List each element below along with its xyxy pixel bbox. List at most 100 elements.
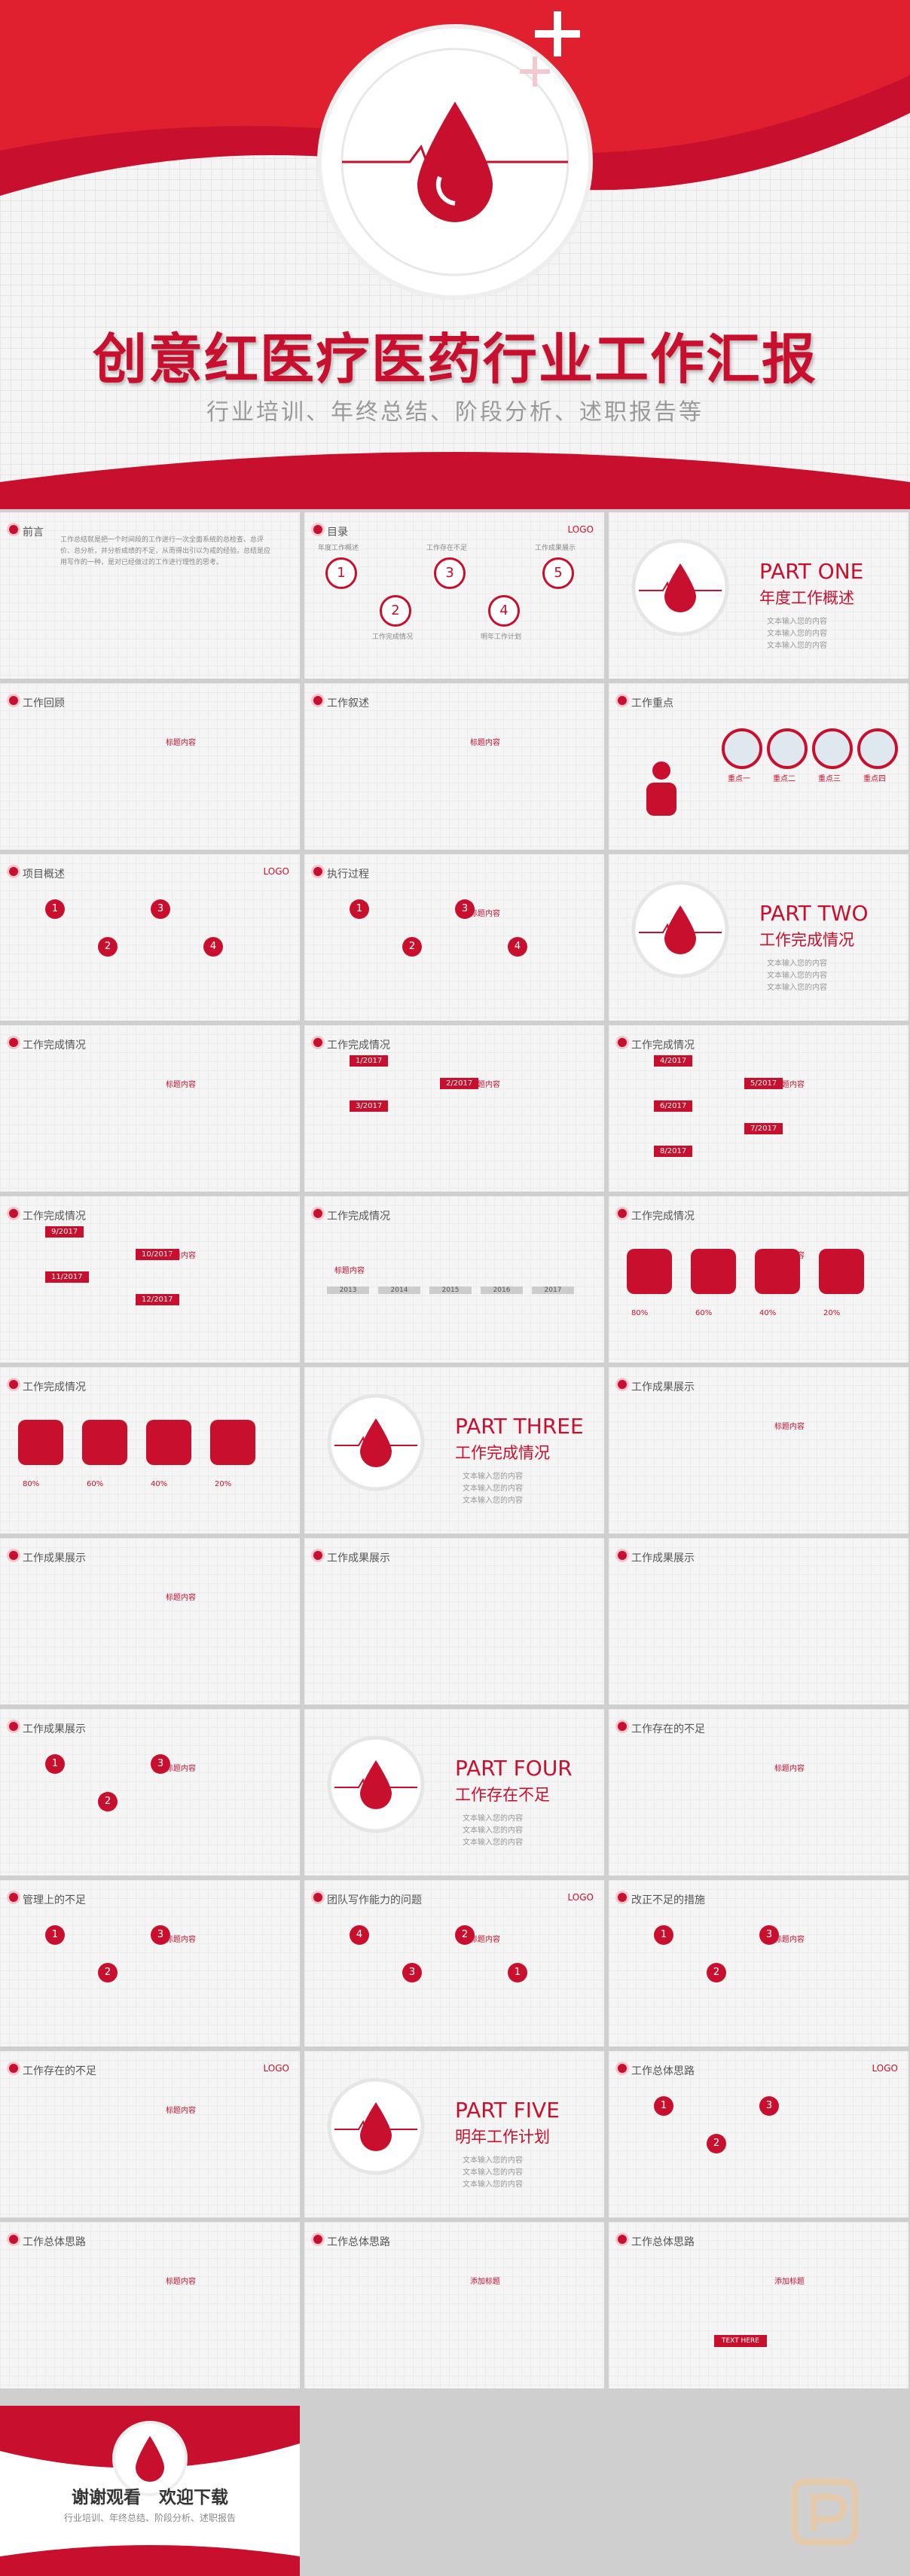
content-label: 标题内容 <box>166 1081 196 1089</box>
outro-subtitle: 行业培训、年终总结、阶段分析、述职报告 <box>63 2513 236 2523</box>
slide-title: 管理上的不足 <box>23 1894 86 1906</box>
cover-slide[interactable]: 创意红医疗医药行业工作汇报 行业培训、年终总结、阶段分析、述职报告等 <box>0 0 910 509</box>
slide-thumbnail[interactable]: 工作成果展示 <box>609 1538 908 1705</box>
slide-thumbnail[interactable]: 工作存在的不足 标题内容 <box>609 1709 908 1876</box>
slide-title: 工作回顾 <box>23 697 65 710</box>
step-number: 1 <box>45 1754 65 1774</box>
toc-item[interactable]: 明年工作计划 <box>481 633 522 641</box>
slide-thumbnail[interactable]: PART FOUR 工作存在不足 文本输入您的内容 文本输入您的内容 文本输入您的内容 <box>304 1709 604 1876</box>
slide-thumbnail[interactable]: 前言 工作总结就是把一个时间段的工作进行一次全面系统的总检查、总评价、总分析，并分… <box>0 512 300 679</box>
slide-thumbnail[interactable]: 工作完成情况 80% 60% 40% 20% <box>0 1367 300 1534</box>
step-number: 3 <box>402 1963 422 1982</box>
slide-title: 工作重点 <box>631 697 673 710</box>
bullet-text: 文本输入您的内容 <box>463 2181 523 2189</box>
slide-thumbnail[interactable]: 执行过程 1 2 3 4 标题内容 <box>304 854 604 1021</box>
title-dot-icon <box>313 1209 322 1218</box>
slide-thumbnail[interactable]: 工作完成情况 4/2017 5/2017 6/2017 7/2017 8/2017 标题内容 <box>609 1025 908 1192</box>
focus-label: 重点四 <box>863 775 886 783</box>
toc-item[interactable]: 年度工作概述 <box>318 545 359 552</box>
content-label: 标题内容 <box>166 739 196 747</box>
slide-thumbnail[interactable]: 改正不足的措施 1 2 3 标题内容 <box>609 1880 908 2046</box>
slide-thumbnail[interactable]: 工作完成情况 80% 60% 40% 20% 标题内容 <box>609 1196 908 1363</box>
slide-thumbnail[interactable]: 工作总体思路 标题内容 <box>0 2222 300 2388</box>
map-shape <box>755 1249 800 1294</box>
content-label: 标题内容 <box>470 1936 500 1944</box>
slide-thumbnail[interactable]: 工作回顾标题内容 <box>0 683 300 850</box>
part-subtitle: 工作存在不足 <box>455 1786 550 1804</box>
slide-thumbnail[interactable]: 工作成果展示 标题内容 <box>609 1367 908 1534</box>
step-number: 4 <box>508 937 527 957</box>
slide-title: 工作完成情况 <box>631 1039 695 1051</box>
year-tag: 2017 <box>532 1286 574 1294</box>
slide-title: 工作完成情况 <box>23 1210 86 1222</box>
slide-thumbnail[interactable]: 管理上的不足 1 2 3 标题内容 <box>0 1880 300 2046</box>
title-dot-icon <box>313 1893 322 1902</box>
toc-number: 5 <box>542 557 574 589</box>
outro-slide[interactable]: 谢谢观看 欢迎下载 行业培训、年终总结、阶段分析、述职报告 <box>0 2406 300 2576</box>
percent-label: 40% <box>151 1480 168 1488</box>
slide-title: 目录 <box>327 526 348 539</box>
slide-thumbnail[interactable]: 工作存在的不足 LOGO 标题内容 <box>0 2051 300 2217</box>
step-number: 2 <box>98 937 118 957</box>
slide-thumbnail[interactable]: 团队写作能力的问题 LOGO 4 3 2 1 标题内容 <box>304 1880 604 2046</box>
slide-thumbnail[interactable]: PART TWO 工作完成情况 文本输入您的内容 文本输入您的内容 文本输入您的内容 <box>609 854 908 1021</box>
step-number: 3 <box>759 1925 779 1945</box>
content-label: 添加标题 <box>774 2278 805 2286</box>
slide-title: 工作总体思路 <box>327 2236 390 2248</box>
bullet-text: 文本输入您的内容 <box>767 642 827 650</box>
bullet-text: 文本输入您的内容 <box>767 984 827 992</box>
heartbeat-line-icon <box>342 144 568 180</box>
slide-thumbnail[interactable]: 工作成果展示 标题内容 <box>0 1538 300 1705</box>
step-number: 1 <box>45 899 65 919</box>
logo-text: LOGO <box>263 2063 289 2074</box>
text-here-button[interactable]: TEXT HERE <box>714 2335 767 2347</box>
bullet-text: 文本输入您的内容 <box>463 1827 523 1835</box>
person-icon <box>646 762 676 816</box>
slide-thumbnail[interactable]: PART THREE 工作完成情况 文本输入您的内容 文本输入您的内容 文本输入您的内容 <box>304 1367 604 1534</box>
step-number: 2 <box>455 1925 475 1945</box>
title-dot-icon <box>313 696 322 705</box>
slide-thumbnail[interactable]: 工作总体思路 添加标题 TEXT HERE <box>609 2222 908 2388</box>
percent-label: 40% <box>759 1309 777 1317</box>
slide-thumbnail[interactable]: 工作总体思路添加标题 <box>304 2222 604 2388</box>
slide-thumbnail[interactable]: PART FIVE 明年工作计划 文本输入您的内容 文本输入您的内容 文本输入您的内容 <box>304 2051 604 2217</box>
content-label: 添加标题 <box>470 2278 500 2286</box>
slide-thumbnail[interactable]: 工作总体思路 LOGO 1 2 3 <box>609 2051 908 2217</box>
content-label: 标题内容 <box>774 1252 805 1260</box>
toc-item[interactable]: 工作成果展示 <box>535 545 576 552</box>
slide-thumbnail[interactable]: 工作重点 重点一 重点二 重点三 重点四 <box>609 683 908 850</box>
date-tag: 8/2017 <box>654 1146 693 1157</box>
slide-thumbnail[interactable]: 工作完成情况 2013 2014 2015 2016 2017 标题内容 <box>304 1196 604 1363</box>
content-label: 标题内容 <box>166 1252 196 1260</box>
toc-item[interactable]: 工作完成情况 <box>372 633 414 641</box>
slide-thumbnail[interactable]: 工作完成情况 9/2017 10/2017 11/2017 12/2017 标题内容 <box>0 1196 300 1363</box>
percent-label: 80% <box>23 1480 40 1488</box>
percent-label: 60% <box>87 1480 104 1488</box>
slide-thumbnail[interactable]: PART ONE 年度工作概述 文本输入您的内容 文本输入您的内容 文本输入您的内容 <box>609 512 908 679</box>
logo-text: LOGO <box>567 524 594 535</box>
slide-title: 工作存在的不足 <box>23 2065 96 2077</box>
blood-drop-badge-icon <box>327 1393 425 1491</box>
slide-thumbnail[interactable]: 项目概述 LOGO 1 2 3 4 <box>0 854 300 1021</box>
date-tag: 10/2017 <box>136 1249 179 1260</box>
title-dot-icon <box>9 1722 18 1731</box>
step-number: 1 <box>508 1963 527 1982</box>
part-subtitle: 工作完成情况 <box>455 1444 550 1462</box>
slide-thumbnail[interactable]: 目录 LOGO 1 年度工作概述 2 工作完成情况 3 工作存在不足 4 明年工作计划 5 工作成果展… <box>304 512 604 679</box>
slide-title: 工作总体思路 <box>631 2065 695 2077</box>
slide-thumbnail[interactable]: 工作成果展示 1 2 3 标题内容 <box>0 1709 300 1876</box>
toc-item[interactable]: 工作存在不足 <box>426 545 468 552</box>
slide-thumbnail[interactable]: 工作完成情况 1/2017 2/2017 3/2017 标题内容 <box>304 1025 604 1192</box>
step-number: 3 <box>151 1754 170 1774</box>
content-label: 标题内容 <box>166 1936 196 1944</box>
title-dot-icon <box>9 2064 18 2073</box>
slide-thumbnail[interactable]: 工作叙述 标题内容 <box>304 683 604 850</box>
bullet-text: 文本输入您的内容 <box>767 618 827 626</box>
date-tag: 1/2017 <box>350 1055 389 1067</box>
cover-title: 创意红医疗医药行业工作汇报 <box>92 328 817 391</box>
slide-thumbnail[interactable]: 工作成果展示 <box>304 1538 604 1705</box>
slide-title: 工作完成情况 <box>327 1210 390 1222</box>
slide-thumbnail[interactable]: 工作完成情况 标题内容 <box>0 1025 300 1192</box>
slide-title: 执行过程 <box>327 868 369 881</box>
bullet-text: 文本输入您的内容 <box>463 1497 523 1505</box>
